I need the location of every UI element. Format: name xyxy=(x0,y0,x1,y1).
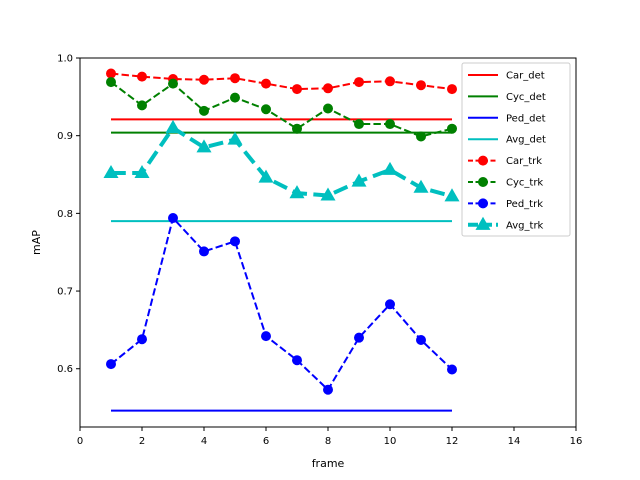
data-point-car-trk xyxy=(199,74,209,85)
data-point-ped-trk xyxy=(106,359,116,370)
data-point-car-trk xyxy=(416,80,426,91)
data-point-car-trk xyxy=(106,68,116,79)
legend-label-ped-trk: Ped_trk xyxy=(506,199,543,210)
data-point-cyc-trk xyxy=(261,104,271,115)
series-line-cyc-trk xyxy=(110,81,453,138)
legend-label-cyc-det: Cyc_det xyxy=(506,92,546,103)
data-point-avg-trk xyxy=(103,164,119,179)
data-point-avg-trk xyxy=(351,173,367,187)
x-tick-label: 6 xyxy=(263,436,269,447)
data-point-avg-trk xyxy=(165,119,181,133)
legend-label-cyc-trk: Cyc_trk xyxy=(506,178,543,189)
data-point-avg-trk xyxy=(444,188,460,202)
legend-marker-cyc-trk xyxy=(478,177,488,187)
data-point-cyc-trk xyxy=(106,77,116,88)
legend-label-avg-det: Avg_det xyxy=(506,135,546,146)
data-point-cyc-trk xyxy=(323,103,333,114)
x-tick-label: 0 xyxy=(77,436,83,447)
legend-marker-avg-trk xyxy=(475,216,491,230)
y-tick-label: 0.7 xyxy=(57,287,73,298)
data-point-car-trk xyxy=(137,71,147,82)
x-tick-label: 2 xyxy=(139,436,145,447)
data-point-car-trk xyxy=(323,83,333,94)
data-point-cyc-trk xyxy=(137,100,147,111)
data-point-cyc-trk xyxy=(416,131,426,142)
data-point-avg-trk xyxy=(227,131,243,145)
data-point-car-trk xyxy=(385,76,395,87)
data-point-ped-trk xyxy=(261,331,271,342)
data-point-ped-trk xyxy=(323,384,333,395)
data-point-cyc-trk xyxy=(354,119,364,130)
series-line-car-trk xyxy=(110,72,453,91)
data-point-car-trk xyxy=(447,84,457,95)
data-point-cyc-trk xyxy=(292,123,302,134)
data-point-cyc-trk xyxy=(385,119,395,130)
data-point-ped-trk xyxy=(354,332,364,343)
data-point-avg-trk xyxy=(258,169,274,183)
series-cyc-trk xyxy=(106,77,457,142)
x-tick-label: 4 xyxy=(201,436,207,447)
x-tick-label: 10 xyxy=(384,436,397,447)
series-line-ped-trk xyxy=(110,217,453,391)
data-point-ped-trk xyxy=(385,299,395,310)
data-point-ped-trk xyxy=(199,246,209,257)
series-layer xyxy=(103,68,460,412)
data-point-avg-trk xyxy=(134,164,150,179)
data-point-avg-trk xyxy=(196,139,212,153)
data-point-cyc-trk xyxy=(199,105,209,116)
legend-label-car-trk: Car_trk xyxy=(506,156,542,167)
data-point-ped-trk xyxy=(416,334,426,345)
y-tick-label: 0.9 xyxy=(57,131,73,142)
y-tick-label: 0.8 xyxy=(57,209,73,220)
series-ped-trk xyxy=(106,213,457,395)
data-point-avg-trk xyxy=(289,185,305,199)
data-point-car-trk xyxy=(230,73,240,84)
legend: Car_det Cyc_det Ped_det Avg_det Car_trk Cyc_t… xyxy=(461,62,571,237)
data-point-car-trk xyxy=(354,77,364,88)
series-avg-trk xyxy=(103,119,460,202)
data-point-cyc-trk xyxy=(168,78,178,89)
data-point-ped-trk xyxy=(447,364,457,375)
legend-label-car-det: Car_det xyxy=(506,71,545,82)
legend-label-avg-trk: Avg_trk xyxy=(506,220,544,231)
y-tick-label: 1.0 xyxy=(57,54,73,65)
data-point-avg-trk xyxy=(413,179,429,193)
data-point-cyc-trk xyxy=(230,92,240,103)
legend-marker-ped-trk xyxy=(478,198,488,209)
data-point-ped-trk xyxy=(230,236,240,247)
data-point-car-trk xyxy=(261,78,271,89)
x-tick-label: 16 xyxy=(570,436,583,447)
x-axis-label: frame xyxy=(312,457,345,470)
axis-ticks: 0 2 4 6 8 10 12 14 16 0.6 0.7 0.8 0.9 1.0 xyxy=(57,54,582,448)
x-tick-label: 12 xyxy=(446,436,459,447)
legend-label-ped-det: Ped_det xyxy=(506,113,546,124)
x-tick-label: 8 xyxy=(325,436,331,447)
data-point-car-trk xyxy=(292,84,302,95)
y-tick-label: 0.6 xyxy=(57,364,73,375)
data-point-avg-trk xyxy=(382,161,398,175)
data-point-ped-trk xyxy=(292,355,302,366)
x-tick-label: 14 xyxy=(508,436,521,447)
legend-box xyxy=(461,62,571,237)
data-point-avg-trk xyxy=(320,187,336,201)
data-point-ped-trk xyxy=(168,213,178,224)
y-axis-label: mAP xyxy=(30,230,43,255)
legend-marker-car-trk xyxy=(478,155,488,166)
data-point-cyc-trk xyxy=(447,123,457,134)
data-point-ped-trk xyxy=(137,334,147,345)
